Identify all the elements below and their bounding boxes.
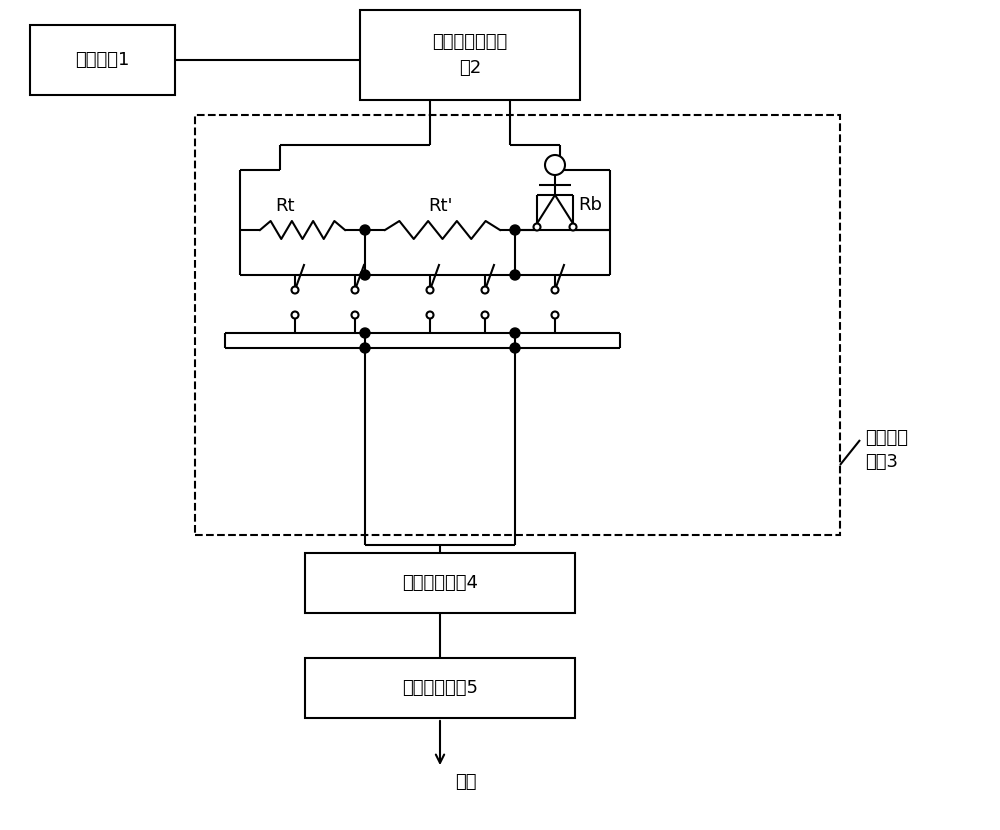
Circle shape	[360, 343, 370, 353]
Circle shape	[570, 223, 576, 231]
Circle shape	[510, 343, 520, 353]
Bar	[305, 553, 575, 613]
Circle shape	[534, 223, 540, 231]
Circle shape	[360, 270, 370, 280]
Circle shape	[292, 286, 298, 294]
Text: 输出: 输出	[455, 773, 477, 791]
Circle shape	[426, 286, 434, 294]
Bar	[360, 10, 580, 100]
Circle shape	[426, 311, 434, 319]
Bar	[195, 115, 840, 535]
Circle shape	[360, 328, 370, 338]
Text: 反相交流放大电
路2: 反相交流放大电 路2	[432, 33, 508, 76]
Circle shape	[360, 225, 370, 235]
Text: 振荡电路1: 振荡电路1	[75, 51, 130, 69]
Circle shape	[352, 311, 358, 319]
Text: 电压采样电路4: 电压采样电路4	[402, 574, 478, 592]
Circle shape	[510, 270, 520, 280]
Text: 电阻选择
电路3: 电阻选择 电路3	[865, 428, 908, 471]
Circle shape	[552, 311, 558, 319]
Text: Rt: Rt	[275, 197, 295, 215]
Circle shape	[510, 225, 520, 235]
Circle shape	[292, 311, 298, 319]
Circle shape	[352, 286, 358, 294]
Circle shape	[482, 311, 488, 319]
Text: 峰值取样电路5: 峰值取样电路5	[402, 679, 478, 697]
Bar	[305, 658, 575, 718]
Text: Rt': Rt'	[428, 197, 452, 215]
Text: Rb: Rb	[578, 196, 602, 214]
Circle shape	[510, 328, 520, 338]
Circle shape	[545, 155, 565, 175]
Circle shape	[482, 286, 488, 294]
Circle shape	[552, 286, 558, 294]
Bar	[30, 25, 175, 95]
